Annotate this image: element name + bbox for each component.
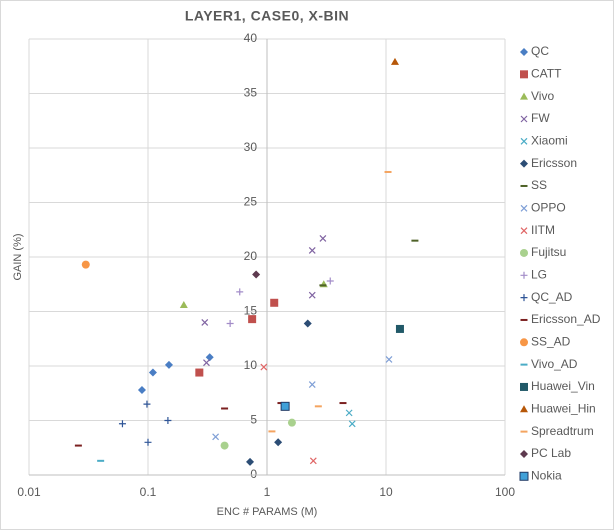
- legend-label: SS: [531, 178, 547, 192]
- data-point: [308, 381, 316, 388]
- data-point: [246, 457, 255, 466]
- y-tick-label: 15: [244, 304, 258, 318]
- legend-marker: [520, 137, 528, 145]
- data-point: [326, 277, 334, 285]
- data-point: [212, 433, 220, 441]
- x-tick-label: 0.1: [140, 485, 157, 499]
- data-point: [395, 324, 404, 333]
- data-point: [203, 359, 210, 367]
- legend-label: Vivo_AD: [531, 357, 578, 371]
- legend-label: Ericsson: [531, 156, 577, 170]
- y-tick-label: 10: [244, 358, 258, 372]
- y-tick-label: 5: [250, 413, 257, 427]
- legend-label: QC: [531, 44, 549, 58]
- legend-marker: [520, 294, 528, 302]
- data-point: [348, 420, 356, 428]
- legend-label: FW: [531, 111, 550, 125]
- data-point: [226, 319, 234, 327]
- data-point: [287, 418, 296, 427]
- y-tick-label: 20: [244, 249, 258, 263]
- legend-label: SS_AD: [531, 334, 571, 348]
- legend-label: Huawei_Vin: [531, 379, 595, 393]
- data-point: [164, 417, 172, 424]
- data-point: [137, 385, 146, 394]
- data-point: [274, 438, 283, 447]
- legend-marker: [520, 338, 528, 347]
- chart-title: LAYER1, CASE0, X-BIN: [185, 8, 349, 24]
- legend-label: CATT: [531, 67, 562, 81]
- legend-label: Spreadtrum: [531, 424, 594, 438]
- data-point: [308, 291, 316, 299]
- data-point: [118, 420, 126, 428]
- data-point: [164, 360, 173, 369]
- legend-marker: [520, 248, 528, 257]
- legend-marker: [520, 271, 528, 279]
- legend-label: QC_AD: [531, 290, 573, 304]
- data-point: [309, 457, 317, 465]
- legend-label: Ericsson_AD: [531, 312, 601, 326]
- legend-marker: [520, 382, 528, 391]
- data-point: [248, 315, 257, 324]
- legend-label: Xiaomi: [531, 133, 568, 147]
- data-point: [148, 368, 157, 377]
- data-point: [143, 400, 151, 408]
- data-point: [195, 368, 204, 377]
- legend-marker: [520, 227, 528, 235]
- y-tick-label: 35: [244, 86, 258, 100]
- y-tick-label: 25: [244, 195, 258, 209]
- data-point: [345, 409, 353, 417]
- data-point: [201, 318, 209, 326]
- legend-label: Fujitsu: [531, 245, 566, 259]
- legend-label: LG: [531, 267, 547, 281]
- legend-label: IITM: [531, 223, 555, 237]
- legend-label: Vivo: [531, 89, 554, 103]
- data-point: [205, 353, 214, 362]
- data-point: [179, 300, 188, 308]
- data-point: [390, 57, 399, 65]
- data-point: [270, 298, 279, 307]
- legend-marker: [520, 92, 528, 100]
- data-point: [81, 260, 90, 269]
- data-point: [385, 356, 393, 363]
- x-tick-label: 1: [264, 485, 271, 499]
- data-point: [220, 441, 229, 450]
- data-point: [319, 235, 327, 242]
- data-point: [308, 247, 316, 254]
- legend-marker: [520, 48, 528, 56]
- legend-marker: [520, 405, 528, 413]
- y-tick-label: 0: [250, 467, 257, 481]
- y-tick-label: 30: [244, 140, 258, 154]
- x-tick-label: 10: [379, 485, 393, 499]
- data-point: [260, 363, 268, 371]
- data-point: [144, 438, 152, 446]
- legend-label: PC Lab: [531, 446, 571, 460]
- legend-label: Nokia: [531, 468, 562, 482]
- legend-label: OPPO: [531, 200, 566, 214]
- legend-marker: [520, 159, 528, 168]
- x-tick-label: 100: [495, 485, 515, 499]
- x-tick-label: 0.01: [17, 485, 41, 499]
- legend-label: Huawei_Hin: [531, 401, 596, 415]
- data-point: [280, 401, 290, 411]
- x-axis-title: ENC # PARAMS (M): [217, 506, 318, 518]
- legend-marker: [519, 471, 529, 481]
- legend-marker: [520, 449, 528, 458]
- y-axis-title: GAIN (%): [12, 233, 24, 280]
- legend-marker: [520, 70, 528, 79]
- legend-marker: [520, 115, 528, 123]
- data-point: [303, 319, 312, 328]
- y-tick-label: 40: [244, 31, 258, 45]
- legend-marker: [520, 204, 528, 212]
- data-point: [236, 288, 244, 296]
- data-point: [252, 270, 261, 279]
